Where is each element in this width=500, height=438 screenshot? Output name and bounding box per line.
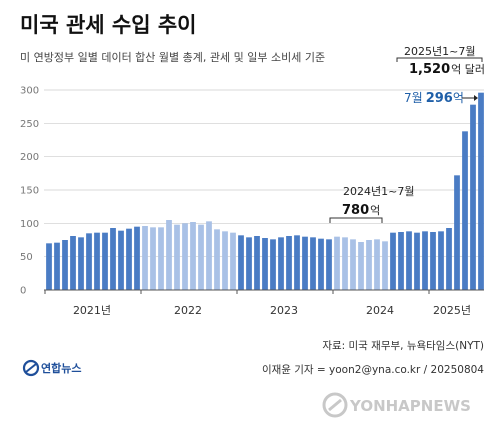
bar-2023-08 [294,235,300,290]
annotation-2025-total-value: 1,520 [409,62,450,77]
bar-2024-01 [334,236,340,290]
bar-2022-10 [214,229,220,290]
bar-2022-12 [230,232,236,290]
bar-2024-02 [342,237,348,290]
bracket-2025 [396,57,483,62]
bar-2023-05 [270,239,276,290]
x-axis-ticks: 2021년 2022 2023 2024 2025년 [44,290,471,317]
x-tick-label: 2023 [270,304,298,317]
watermark: YONHAPNEWS [322,392,471,418]
bar-2025-05 [462,131,468,290]
bar-2025-04 [454,175,460,290]
bar-2024-11 [414,232,420,290]
bar-2022-02 [150,227,156,290]
y-tick-label: 250 [20,119,39,130]
bar-2021-03 [62,240,68,290]
bar-2024-03 [350,239,356,290]
yonhap-logo-icon [22,359,40,377]
annotation-2024-period: 2024년1~7월 [343,185,414,198]
annotation-2025-total: 1,520억 달러 [409,62,485,77]
bar-2022-07 [190,222,196,290]
bar-2023-02 [246,237,252,290]
x-tick-label: 2022 [174,304,202,317]
bar-2021-04 [70,236,76,290]
bar-2022-08 [198,224,204,290]
yonhap-logo-text: 연합뉴스 [41,361,81,375]
annotation-2025-total-unit: 억 달러 [451,63,485,76]
annotation-july-arrowhead [474,95,478,101]
y-tick-label: 200 [20,152,39,163]
annotation-2025-period: 2025년1~7월 [404,45,475,58]
bar-2025-01 [430,232,436,290]
bar-2022-06 [182,223,188,290]
bar-2021-07 [94,232,100,290]
bar-2023-09 [302,236,308,290]
bar-2023-03 [254,236,260,290]
y-tick-label: 50 [20,252,33,263]
bar-2021-08 [102,232,108,290]
bar-2022-04 [166,220,172,290]
chart-subtitle: 미 연방정부 일별 데이터 합산 월별 총계, 관세 및 일부 소비세 기준 [20,50,325,64]
bar-2023-01 [238,235,244,290]
bar-2022-01 [142,226,148,290]
bar-2024-09 [398,232,404,290]
x-tick-label: 2025년 [433,304,471,317]
bar-2025-07 [478,92,484,290]
bar-2022-03 [158,227,164,290]
bar-2024-10 [406,231,412,290]
bar-2022-09 [206,221,212,290]
watermark-icon [322,392,348,418]
grid [44,89,484,258]
y-tick-label: 300 [20,86,39,97]
annotation-july-value: 296 [426,91,453,106]
annotation-2024-total-unit: 억 [370,204,380,217]
bar-2025-03 [446,228,452,290]
chart-title: 미국 관세 수입 추이 [20,13,197,37]
annotation-2024-total: 780억 [342,203,380,218]
bar-2023-06 [278,237,284,290]
x-tick-label: 2021년 [73,304,111,317]
bar-2021-11 [126,228,132,290]
bar-2025-06 [470,104,476,290]
watermark-text: YONHAPNEWS [349,397,471,415]
bars [46,92,484,290]
annotation-july-label: 7월 [404,91,423,105]
bar-2024-05 [366,240,372,290]
annotation-july: 7월 296억 [404,91,464,106]
bar-2023-07 [286,236,292,290]
bracket-2024 [329,217,383,223]
x-tick-label: 2024 [366,304,394,317]
y-tick-label: 100 [20,219,39,230]
bar-2022-05 [174,224,180,290]
bar-2024-12 [422,231,428,290]
bar-2021-02 [54,242,60,290]
bar-2021-09 [110,228,116,290]
bar-2021-12 [134,226,140,290]
bar-2021-10 [118,230,124,290]
bar-2023-11 [318,238,324,290]
annotation-2024-total-value: 780 [342,203,369,218]
source-note: 자료: 미국 재무부, 뉴욕타임스(NYT) [322,339,484,352]
bar-2021-06 [86,233,92,290]
bar-2022-11 [222,231,228,290]
bar-2024-04 [358,242,364,290]
bar-2021-01 [46,243,52,290]
credit-note: 이재윤 기자 = yoon2@yna.co.kr / 20250804 [262,364,484,376]
bar-2024-07 [382,241,388,290]
bar-2021-05 [78,237,84,290]
bar-2024-06 [374,239,380,290]
bar-2024-08 [390,232,396,290]
y-axis-ticks: 0 50 100 150 200 250 300 [20,86,39,297]
yonhap-logo: 연합뉴스 [22,359,81,377]
bar-2023-04 [262,238,268,290]
y-tick-label: 0 [20,286,26,297]
y-tick-label: 150 [20,186,39,197]
annotation-july-unit: 억 [453,91,464,105]
bar-2023-12 [326,239,332,290]
bar-2023-10 [310,237,316,290]
bar-2025-02 [438,231,444,290]
